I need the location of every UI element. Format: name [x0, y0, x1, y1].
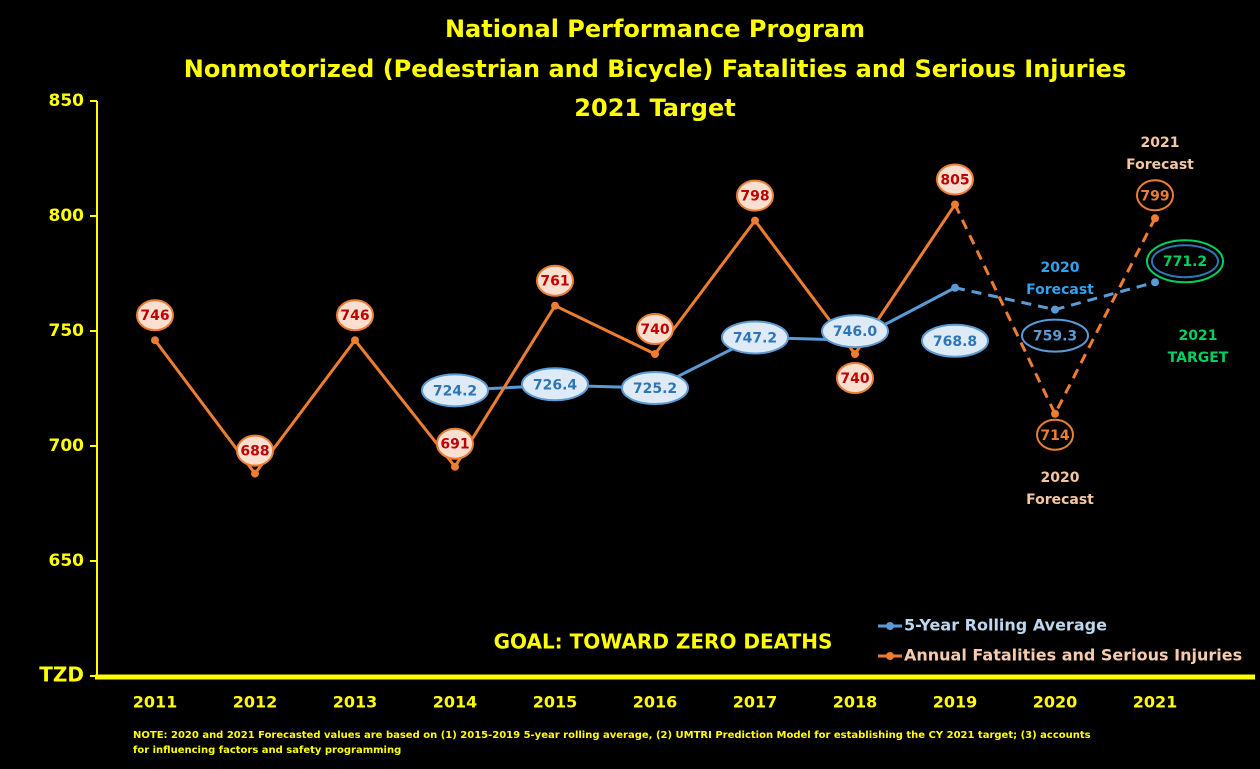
data-point: [951, 200, 959, 209]
data-point: [151, 336, 159, 345]
data-point: [451, 462, 459, 471]
x-tick-label: 2021: [1133, 693, 1178, 712]
data-point: [851, 350, 859, 358]
data-point: [1151, 278, 1159, 287]
data-point: [1051, 409, 1059, 418]
label-bubble: [236, 434, 274, 467]
data-label: 761: [540, 274, 569, 290]
x-tick-label: 2012: [233, 693, 278, 712]
label-bubble: [436, 427, 474, 460]
data-label: 714: [1040, 428, 1069, 444]
note: for influencing factors and safety progr…: [133, 745, 401, 756]
legend-swatch: [886, 652, 894, 660]
data-label: 798: [740, 189, 769, 205]
label-bubble: [836, 362, 874, 394]
annotation: TARGET: [1168, 350, 1229, 366]
label-bubble: [336, 299, 374, 332]
label-bubble: [1021, 318, 1089, 353]
label-bubble: [421, 373, 489, 408]
label-bubble: [1136, 179, 1174, 212]
data-label: 747.2: [733, 330, 777, 346]
data-point: [651, 350, 659, 358]
target-ring: [1146, 239, 1224, 284]
data-point: [551, 301, 559, 310]
data-label: 688: [240, 444, 269, 460]
chart-title: Nonmotorized (Pedestrian and Bicycle) Fa…: [184, 55, 1127, 83]
x-tick-label: 2020: [1033, 693, 1078, 712]
annotation: Forecast: [1026, 282, 1094, 298]
annotation: GOAL: TOWARD ZERO DEATHS: [494, 630, 833, 654]
chart-title: 2021 Target: [574, 94, 735, 122]
data-label: 768.8: [933, 334, 977, 350]
data-label: 746: [340, 308, 369, 324]
label-bubble: [521, 367, 589, 402]
annotation: Forecast: [1026, 492, 1094, 508]
data-label: 725.2: [633, 381, 677, 397]
data-point: [1151, 214, 1159, 223]
chart-title: National Performance Program: [445, 15, 865, 43]
x-tick-label: 2014: [433, 693, 478, 712]
x-tick-label: 2019: [933, 693, 978, 712]
series-line: [953, 203, 1157, 418]
annotation: Forecast: [1126, 157, 1194, 173]
annotation: 2021: [1141, 135, 1180, 151]
data-label: 746.0: [833, 324, 878, 340]
legend-label: 5-Year Rolling Average: [904, 616, 1107, 635]
label-bubble: [636, 313, 674, 345]
y-tick-label: 650: [49, 551, 85, 571]
data-label: 724.2: [433, 383, 477, 399]
data-label: 759.3: [1033, 329, 1077, 345]
x-tick-label: 2015: [533, 693, 578, 712]
annotation: 2020: [1041, 260, 1080, 276]
label-bubble: [1151, 244, 1219, 279]
label-bubble: [536, 264, 574, 297]
x-tick-label: 2018: [833, 693, 878, 712]
label-bubble: [736, 179, 774, 212]
y-tick-label: 750: [49, 321, 85, 341]
x-tick-label: 2013: [333, 693, 378, 712]
x-tick-label: 2017: [733, 693, 778, 712]
legend-label: Annual Fatalities and Serious Injuries: [904, 646, 1242, 665]
legend-swatch: [886, 622, 894, 630]
x-tick-label: 2016: [633, 693, 678, 712]
annotation: 2021: [1179, 328, 1218, 344]
label-bubble: [621, 371, 689, 406]
data-label: 799: [1140, 188, 1169, 204]
data-point: [1051, 305, 1059, 314]
data-label: 771.2: [1163, 254, 1207, 270]
label-bubble: [921, 323, 989, 358]
data-label: 726.4: [533, 377, 578, 393]
data-point: [251, 469, 259, 478]
annotation: 2020: [1041, 470, 1080, 486]
y-tick-label: 850: [49, 91, 85, 111]
label-bubble: [1036, 418, 1074, 451]
note: NOTE: 2020 and 2021 Forecasted values ar…: [133, 730, 1091, 741]
y-tick-label: TZD: [39, 663, 84, 687]
data-point: [751, 216, 759, 225]
data-point: [951, 283, 959, 292]
data-label: 740: [840, 371, 869, 387]
x-tick-label: 2011: [133, 693, 178, 712]
y-tick-label: 800: [49, 206, 85, 226]
data-label: 740: [640, 322, 669, 338]
data-point: [351, 336, 359, 345]
data-label: 691: [440, 437, 469, 453]
data-label: 805: [940, 173, 969, 189]
label-bubble: [936, 163, 974, 196]
data-label: 746: [140, 308, 169, 324]
label-bubble: [721, 320, 789, 355]
label-bubble: [136, 299, 174, 332]
label-bubble: [821, 314, 889, 349]
y-tick-label: 700: [49, 436, 85, 456]
